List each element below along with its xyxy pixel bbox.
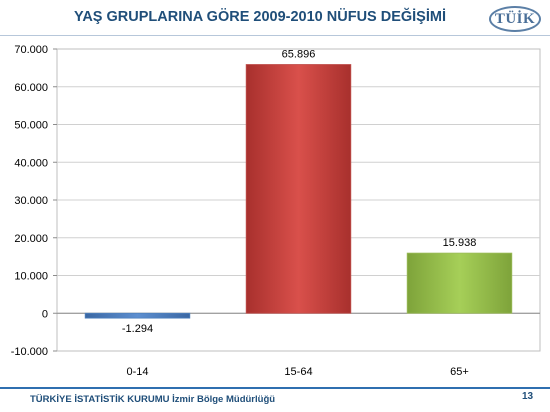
y-tick-label: 50.000	[14, 120, 48, 132]
tuik-logo: TÜİK	[489, 6, 541, 32]
bar-65+	[406, 252, 513, 314]
data-label: 65.896	[282, 48, 316, 60]
y-tick-label: -10.000	[11, 346, 48, 358]
x-tick-label: 0-14	[126, 366, 148, 378]
title-divider	[0, 35, 550, 36]
y-tick-label: 70.000	[14, 44, 48, 56]
chart-title: YAŞ GRUPLARINA GÖRE 2009-2010 NÜFUS DEĞİ…	[74, 9, 446, 25]
x-tick-label: 65+	[450, 366, 469, 378]
y-tick-label: 40.000	[14, 157, 48, 169]
data-label: 15.938	[443, 237, 477, 249]
x-tick-label: 15-64	[284, 366, 312, 378]
data-label: -1.294	[122, 323, 153, 335]
tuik-logo-text: TÜİK	[494, 10, 536, 27]
y-tick-label: 60.000	[14, 82, 48, 94]
bar-0-14	[84, 312, 191, 319]
footer-divider	[0, 387, 550, 389]
y-tick-label: 30.000	[14, 195, 48, 207]
y-tick-label: 0	[42, 308, 48, 320]
bar-15-64	[245, 64, 352, 314]
y-tick-label: 10.000	[14, 271, 48, 283]
page-number: 13	[522, 391, 534, 402]
y-tick-label: 20.000	[14, 233, 48, 245]
footer-organization: TÜRKİYE İSTATİSTİK KURUMU İzmir Bölge Mü…	[30, 394, 276, 405]
